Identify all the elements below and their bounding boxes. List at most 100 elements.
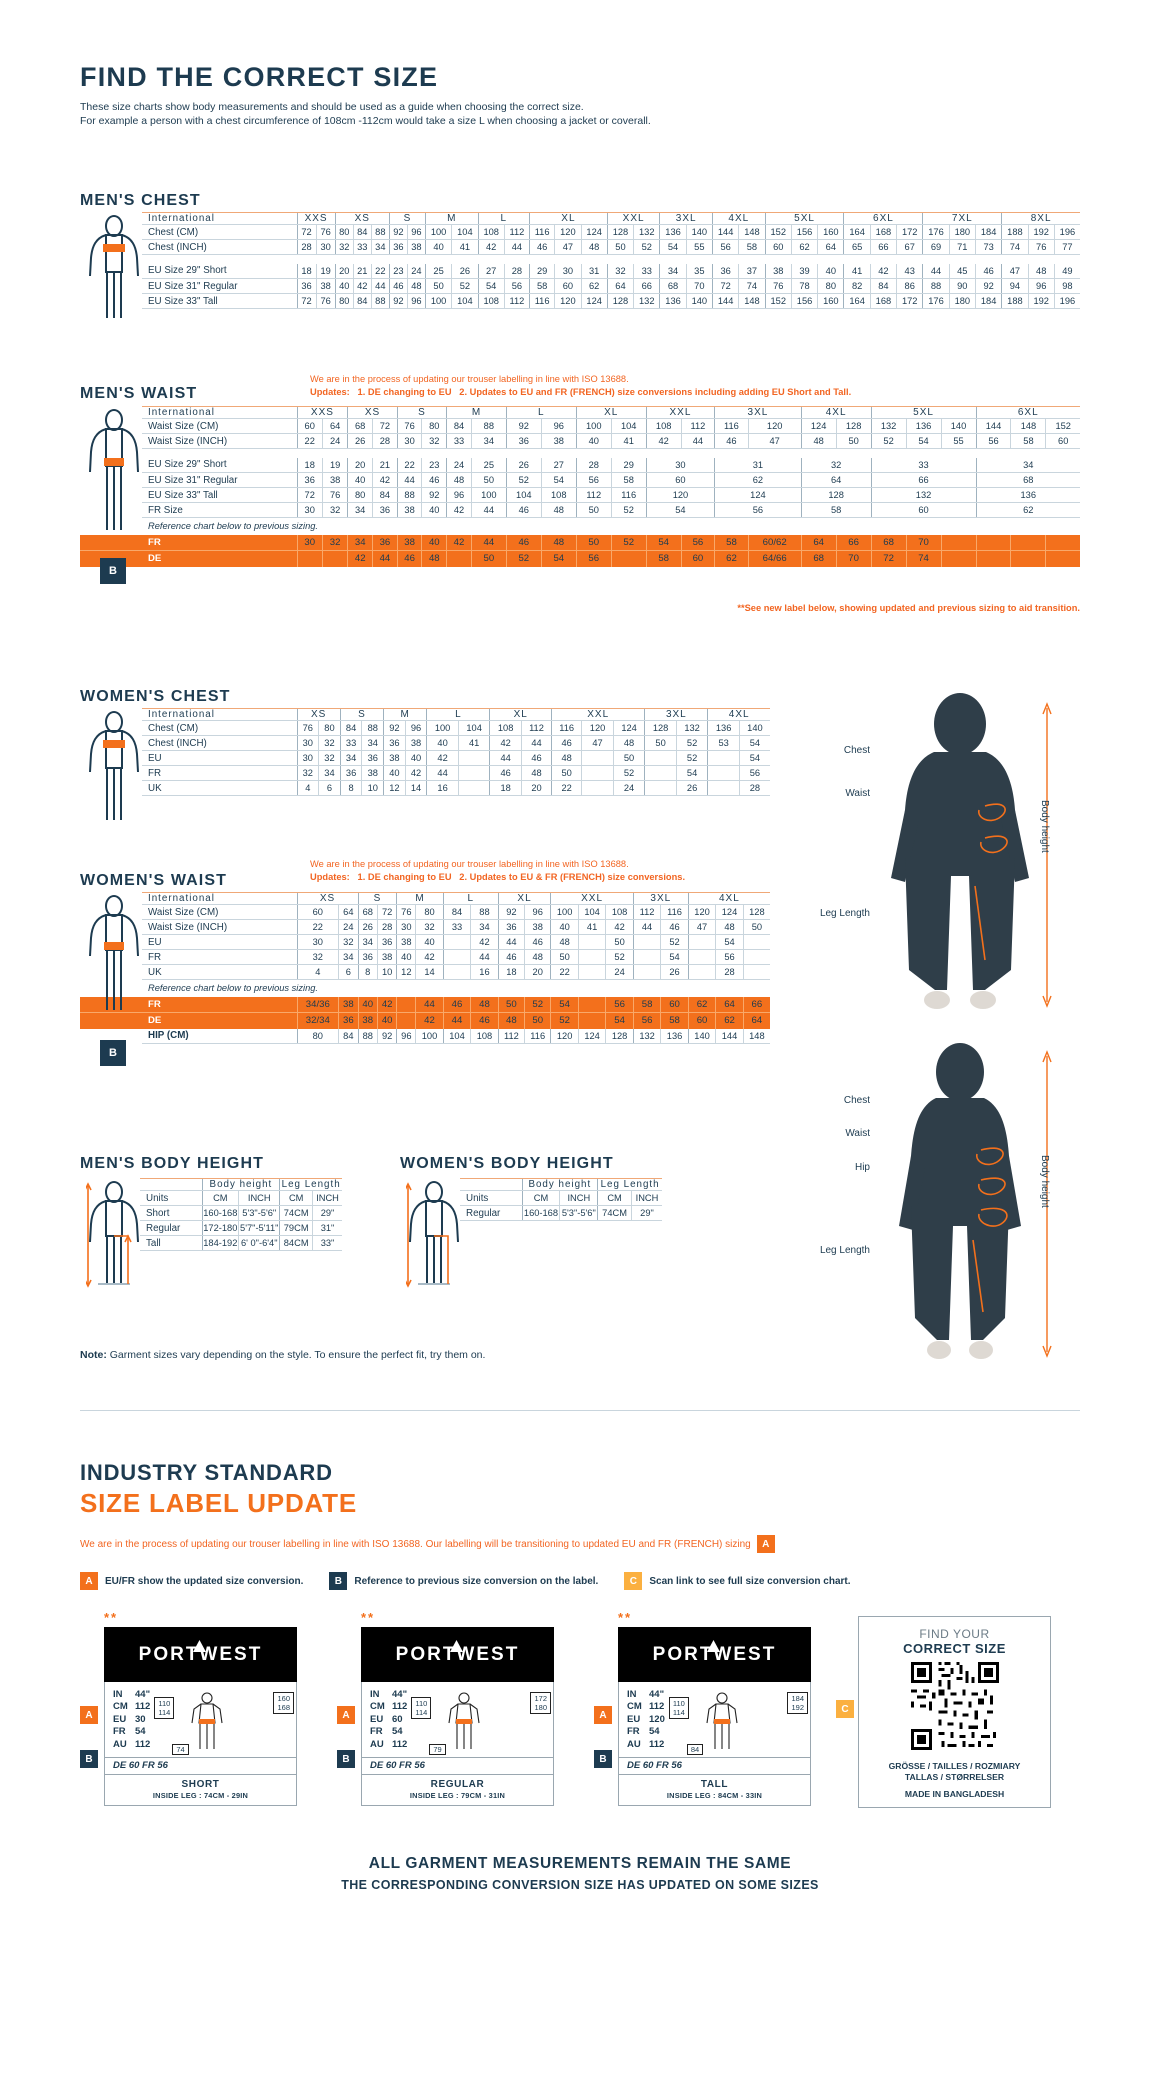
table-cell: 22: [296, 919, 339, 935]
womens-chest-table-wrap: International XS S M L XL XXL 3XL 4XL Chest (CM) 7…: [80, 708, 770, 796]
size-group-header: 3XL: [644, 708, 708, 721]
table-cell: 82: [843, 278, 871, 294]
bh-group-header: Body height: [521, 1178, 598, 1191]
label-card: ** PORTWEST IN 44" CM 112 EU 60 FR 54 AU 112 110 114 1…: [337, 1610, 554, 1806]
table-cell: 68: [357, 904, 378, 920]
size-group-header: 3XL: [632, 892, 689, 905]
male-model-photo: [865, 690, 1055, 1020]
table-cell: 54: [645, 534, 682, 551]
size-group-header: M: [396, 892, 444, 905]
table-cell: 108: [540, 487, 577, 503]
table-cell: [975, 534, 1011, 551]
table-header-row: International XS S M L XL XXL 3XL 4XL: [80, 708, 770, 721]
table-cell: [687, 964, 716, 980]
table-cell: 40: [383, 765, 406, 781]
mens-waist-notes: We are in the process of updating our tr…: [310, 373, 1010, 399]
table-cell: 172: [896, 224, 923, 240]
table-cell: 96: [406, 293, 426, 309]
womens-ref-badge-b: B: [100, 1040, 126, 1066]
table-cell: 38: [396, 502, 422, 518]
table-cell: 58: [610, 472, 647, 488]
table-cell: 8: [339, 780, 362, 796]
table-cell: 52: [612, 765, 645, 781]
table-cell: [687, 949, 716, 965]
table-cell: 58: [714, 534, 749, 551]
row-label: UK: [142, 964, 297, 980]
table-cell: 46: [421, 472, 447, 488]
table-cell: 24: [406, 263, 426, 279]
table-cell: 46: [529, 239, 555, 255]
table-cell: 80: [421, 418, 447, 434]
table-cell: 32/34: [296, 1012, 339, 1029]
row-label: EU: [142, 750, 297, 766]
table-cell: 164: [843, 293, 871, 309]
table-cell: 44: [470, 949, 499, 965]
table-cell: 24: [612, 780, 645, 796]
size-group-header: M: [383, 708, 427, 721]
table-cell: [940, 534, 977, 551]
row-header-label: International: [142, 708, 297, 721]
table-cell: 54: [605, 1012, 634, 1029]
table-cell: 42: [415, 1012, 444, 1029]
card-size-code-row: AU 112: [627, 1738, 665, 1750]
table-cell: [975, 550, 1011, 567]
size-group-header: XXL: [550, 892, 634, 905]
table-cell: 30: [396, 919, 416, 935]
table-cell: 92: [974, 278, 1002, 294]
bh-row-label: Regular: [140, 1220, 202, 1236]
table-cell: 38: [404, 735, 427, 751]
row-header-label: International: [142, 406, 297, 419]
card-size-code-row: CM 112: [370, 1701, 408, 1713]
female-waist-figure-icon: [89, 895, 139, 1010]
table-cell: 42: [645, 433, 682, 449]
bh-group-header: Body height: [201, 1178, 280, 1191]
table-cell: 88: [396, 487, 422, 503]
table-cell: 60: [554, 278, 582, 294]
table-cell: 14: [415, 964, 444, 980]
table-cell: 140: [940, 418, 977, 434]
table-cell: 40: [415, 934, 444, 950]
size-group-header: XL: [529, 212, 608, 225]
table-cell: 96: [396, 1028, 416, 1044]
table-cell: 42: [470, 934, 499, 950]
intro-line-1: These size charts show body measurements…: [80, 101, 584, 113]
table-cell: 52: [505, 472, 542, 488]
table-cell: 62: [580, 278, 608, 294]
mens-waist-table-wrap: International XXS XS S M L XL XXL 3XL 4XL 5XL 6XL Wa…: [80, 406, 1080, 567]
size-group-header: L: [426, 708, 490, 721]
table-cell: 33": [312, 1235, 342, 1251]
table-cell: 56: [714, 502, 802, 518]
table-cell: 156: [790, 293, 818, 309]
table-cell: 132: [675, 720, 708, 736]
table-cell: 44: [372, 550, 398, 567]
card-fit-name: TALL: [700, 1779, 729, 1790]
bh-group-header-row: Body height Leg Length: [400, 1178, 662, 1191]
table-row: EU Size 29" Short 18 19 20 21 22 23 24 25 26 27 28 2…: [80, 263, 1080, 279]
table-cell: [707, 765, 740, 781]
table-cell: 14: [404, 780, 427, 796]
table-cell: 140: [685, 293, 713, 309]
table-cell: 38: [321, 472, 348, 488]
female-leg-length-label: Leg Length: [819, 1245, 870, 1256]
portwest-logo: PORTWEST: [104, 1627, 297, 1682]
table-cell: 28: [738, 780, 770, 796]
table-cell: 5'3"-5'6": [238, 1205, 280, 1221]
table-cell: 180: [948, 224, 976, 240]
table-cell: 48: [580, 239, 608, 255]
table-cell: 120: [550, 1028, 579, 1044]
row-label: Waist Size (INCH): [142, 433, 297, 449]
table-cell: 32: [296, 765, 319, 781]
table-cell: 92: [376, 1028, 397, 1044]
qr-code-icon[interactable]: [910, 1662, 999, 1750]
table-cell: 128: [605, 1028, 634, 1044]
table-cell: 79CM: [279, 1220, 313, 1236]
table-cell: 108: [477, 293, 505, 309]
card-size-code-row: IN 44": [370, 1689, 408, 1700]
table-cell: 40: [550, 919, 579, 935]
table-cell: 34: [347, 534, 373, 551]
label-update-title: SIZE LABEL UPDATE: [80, 1488, 357, 1518]
table-cell: 108: [489, 720, 522, 736]
reference-note-row: Reference chart below to previous sizing…: [80, 518, 1080, 535]
table-cell: 29: [610, 457, 647, 473]
